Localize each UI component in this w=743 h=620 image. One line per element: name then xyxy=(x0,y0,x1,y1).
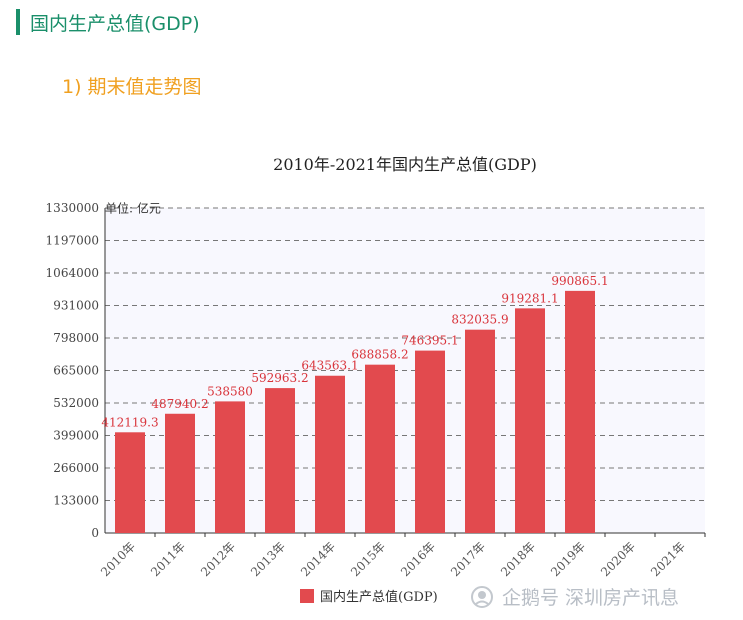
data-label: 643563.1 xyxy=(301,359,358,373)
bar xyxy=(515,308,545,533)
x-tick-label: 2010年 xyxy=(98,539,138,579)
x-tick-label: 2020年 xyxy=(598,539,638,579)
x-tick-label: 2021年 xyxy=(648,539,688,579)
section-header: 国内生产总值(GDP) xyxy=(16,8,200,36)
chart-subtitle: 1) 期末值走势图 xyxy=(62,76,202,98)
legend-swatch xyxy=(300,589,314,603)
x-tick-label: 2016年 xyxy=(398,539,438,579)
y-tick-label: 399000 xyxy=(53,429,99,443)
data-label: 688858.2 xyxy=(351,348,408,362)
y-tick-label: 266000 xyxy=(53,461,99,475)
legend-label: 国内生产总值(GDP) xyxy=(320,589,438,605)
y-tick-label: 1197000 xyxy=(46,234,99,248)
section-accent-bar xyxy=(16,9,20,35)
y-tick-label: 532000 xyxy=(53,396,99,410)
x-tick-label: 2015年 xyxy=(348,539,388,579)
x-tick-label: 2014年 xyxy=(298,539,338,579)
bar xyxy=(565,290,595,533)
data-label: 990865.1 xyxy=(551,274,608,288)
bar xyxy=(415,350,445,533)
bar xyxy=(115,432,145,533)
data-label: 412119.3 xyxy=(101,415,158,429)
y-tick-label: 1064000 xyxy=(46,266,99,280)
bar xyxy=(165,413,195,533)
bar xyxy=(365,364,395,533)
bar xyxy=(315,375,345,533)
data-label: 746395.1 xyxy=(401,334,458,348)
y-tick-label: 133000 xyxy=(53,494,99,508)
data-label: 919281.1 xyxy=(501,291,558,305)
bar xyxy=(215,401,245,533)
y-tick-label: 798000 xyxy=(53,331,99,345)
bar xyxy=(265,388,295,533)
bar xyxy=(465,329,495,533)
penguin-logo-icon xyxy=(471,585,493,608)
x-tick-label: 2012年 xyxy=(198,539,238,579)
x-tick-label: 2011年 xyxy=(148,539,188,579)
x-tick-label: 2018年 xyxy=(498,539,538,579)
data-label: 538580 xyxy=(207,384,253,398)
data-label: 832035.9 xyxy=(451,313,508,327)
x-tick-label: 2019年 xyxy=(548,539,588,579)
data-label: 592963.2 xyxy=(251,371,308,385)
y-tick-label: 931000 xyxy=(53,299,99,313)
watermark: 企鹅号 深圳房产讯息 xyxy=(470,583,679,610)
unit-label: 单位: 亿元 xyxy=(105,201,161,216)
y-tick-label: 1330000 xyxy=(46,201,99,215)
watermark-text: 企鹅号 深圳房产讯息 xyxy=(502,587,680,609)
data-label: 487940.2 xyxy=(151,397,208,411)
x-tick-label: 2017年 xyxy=(448,539,488,579)
section-title: 国内生产总值(GDP) xyxy=(30,12,200,35)
x-tick-label: 2013年 xyxy=(248,539,288,579)
y-tick-label: 0 xyxy=(91,526,99,540)
y-tick-label: 665000 xyxy=(53,364,99,378)
chart-title: 2010年-2021年国内生产总值(GDP) xyxy=(273,155,537,174)
